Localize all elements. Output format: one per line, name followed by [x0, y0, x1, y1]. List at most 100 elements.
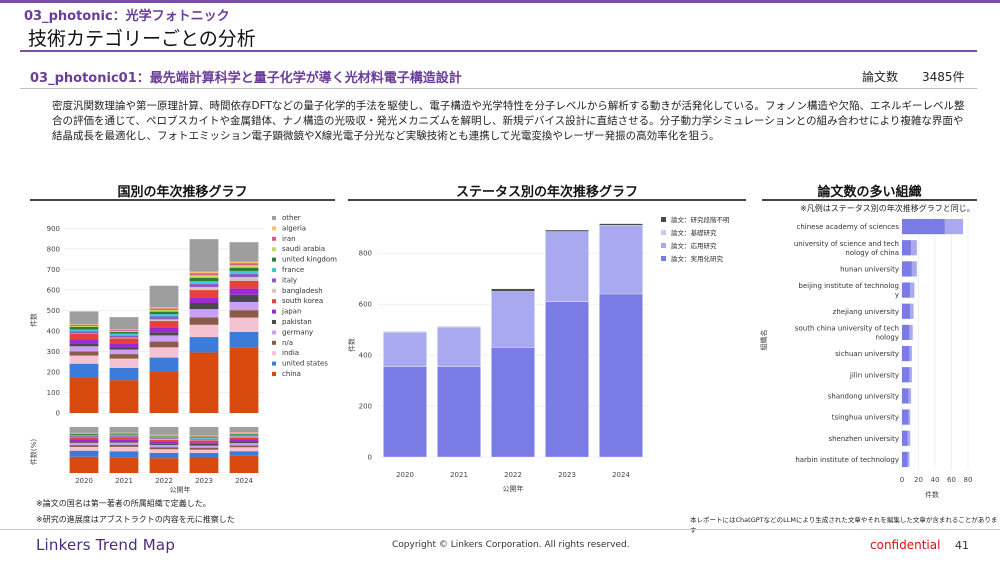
- country-pct-segment: [189, 439, 219, 441]
- country-pct-segment: [109, 435, 139, 437]
- country-pct-segment: [229, 433, 259, 435]
- country-x-tick: 2024: [235, 477, 253, 485]
- country-bar-segment: [149, 341, 179, 348]
- org-label: beijing institute of technolog: [798, 282, 899, 290]
- org-label: jilin university: [849, 371, 899, 379]
- country-y-tick: 800: [47, 245, 60, 253]
- country-bar-segment: [69, 355, 99, 364]
- country-bar-segment: [229, 263, 259, 266]
- country-bar-segment: [109, 335, 139, 338]
- country-pct-segment: [229, 435, 259, 437]
- org-bar-segment: [944, 218, 964, 235]
- country-pct-segment: [149, 427, 179, 435]
- country-bar-segment: [69, 311, 99, 325]
- country-legend-swatch: [272, 351, 276, 356]
- org-bar-segment: [902, 388, 909, 404]
- org-bar-segment: [902, 261, 912, 277]
- country-pct-segment: [229, 451, 259, 456]
- country-pct-segment: [229, 436, 259, 438]
- country-y-tick: 100: [47, 389, 60, 397]
- country-note-2: ※研究の進展度はアブストラクトの内容を元に推察した: [36, 515, 235, 524]
- country-bar-segment: [229, 242, 259, 262]
- status-bar-segment: [599, 223, 643, 226]
- country-bar-segment: [149, 308, 179, 310]
- country-y-ticks: 0 100 200 300 400 500 600 700 800 900: [47, 225, 60, 418]
- country-bar-segment: [189, 271, 219, 274]
- country-y-tick: 0: [56, 410, 60, 418]
- country-legend-swatch: [272, 309, 276, 314]
- country-legend-label: united kingdom: [282, 256, 337, 264]
- org-bar-segment: [902, 240, 912, 256]
- country-pct-segment: [69, 456, 99, 473]
- country-pct-segment: [69, 441, 99, 443]
- country-bar-segment: [109, 358, 139, 368]
- country-pct-segment: [109, 442, 139, 445]
- country-bar-segment: [109, 337, 139, 339]
- country-bar-segment: [69, 326, 99, 330]
- country-legend-swatch: [272, 236, 276, 241]
- country-bar-segment: [109, 338, 139, 344]
- country-pct-segment: [69, 436, 99, 438]
- country-bar-segment: [149, 357, 179, 372]
- country-pct-segment: [189, 436, 219, 437]
- country-bar-segment: [229, 273, 259, 278]
- country-pct-segment: [229, 427, 259, 433]
- org-bar-segment: [902, 409, 909, 425]
- org-bar-segment: [902, 345, 910, 362]
- country-bar-segment: [229, 280, 259, 289]
- status-bar-segment: [545, 301, 589, 458]
- org-bar-segment: [911, 261, 917, 277]
- country-pct-segment: [149, 441, 179, 444]
- country-legend-swatch: [272, 288, 276, 293]
- country-bar-segment: [149, 311, 179, 315]
- org-labels: chinese academy of sciences university of…: [794, 223, 899, 464]
- country-bar-segment: [69, 363, 99, 378]
- country-pct-segment: [229, 434, 259, 436]
- country-x-label: 公開年: [170, 485, 191, 494]
- country-bar-segment: [189, 337, 219, 353]
- status-chart-title: ステータス別の年次推移グラフ: [455, 185, 638, 200]
- country-bar-segment: [189, 273, 219, 276]
- country-bar-segment: [229, 301, 259, 311]
- status-bar-segment: [437, 366, 481, 458]
- country-pct-segment: [109, 433, 139, 434]
- copyright: Copyright © Linkers Corporation. All rig…: [392, 540, 630, 550]
- org-bar-segment: [909, 367, 912, 383]
- org-label: zhejiang university: [833, 308, 899, 316]
- country-y-tick: 400: [47, 327, 60, 335]
- country-bar-segment: [189, 281, 219, 284]
- country-pct-segment: [109, 434, 139, 436]
- org-bar-segment: [902, 451, 908, 468]
- country-pct-segment: [149, 435, 179, 436]
- country-bar-segment: [229, 294, 259, 302]
- footer-divider: [0, 529, 1000, 530]
- country-bar-segment: [229, 270, 259, 274]
- status-bars: [383, 223, 643, 458]
- country-bar-segment: [189, 290, 219, 298]
- status-bar-segment: [437, 326, 481, 367]
- country-pct-segment: [149, 447, 179, 450]
- country-bar-segment: [109, 333, 139, 336]
- status-bar-segment: [491, 288, 535, 292]
- country-bar-segment: [229, 331, 259, 348]
- country-legend-label: algeria: [282, 224, 306, 232]
- status-bar-segment: [545, 231, 589, 302]
- status-y-tick: 400: [359, 352, 372, 360]
- country-bar-segment: [189, 239, 219, 272]
- status-bar-segment: [491, 347, 535, 458]
- country-pct-segment: [109, 434, 139, 435]
- country-bar-segment: [109, 331, 139, 334]
- country-pct-segment: [69, 442, 99, 446]
- status-chart: 0 200 400 600 800 2020 2021 2022 2023 2024 件数 公開…: [348, 215, 730, 493]
- country-y-tick: 600: [47, 286, 60, 294]
- country-pct-segment: [189, 452, 219, 457]
- country-bar-segment: [149, 321, 179, 328]
- country-legend-label: italy: [282, 276, 297, 284]
- org-gridlines: [901, 216, 969, 470]
- country-bar-segment: [109, 343, 139, 348]
- country-legend-label: india: [282, 349, 299, 357]
- country-bar-segment: [109, 367, 139, 381]
- org-bar-segment: [911, 240, 917, 256]
- country-legend-swatch: [272, 216, 276, 220]
- confidential-label: confidential: [870, 538, 941, 552]
